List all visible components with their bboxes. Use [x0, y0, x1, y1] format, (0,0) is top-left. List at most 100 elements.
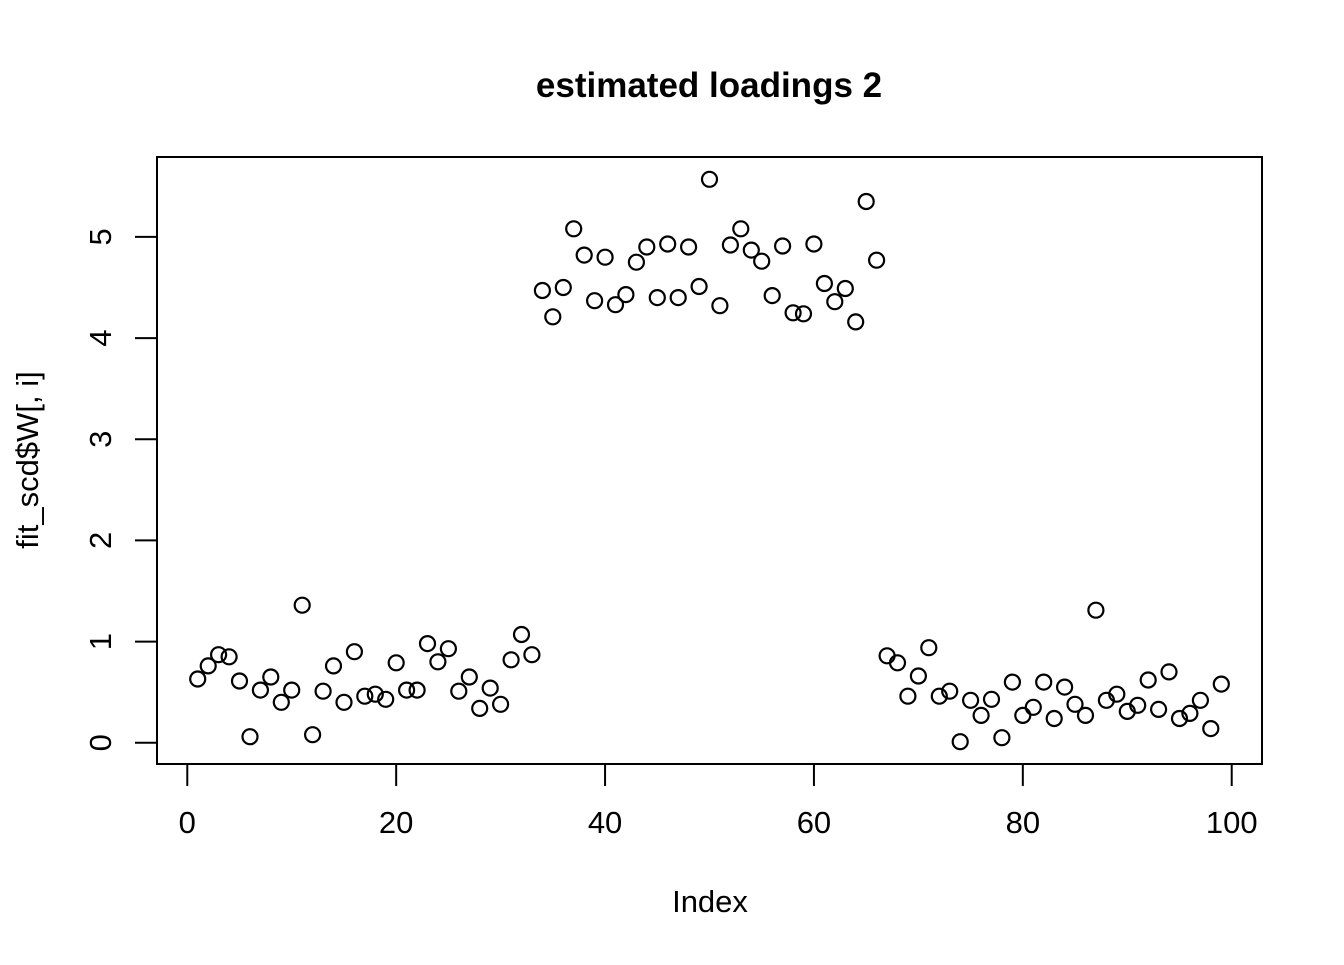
data-point [1014, 706, 1032, 725]
data-point [773, 237, 792, 255]
data-point [951, 733, 969, 751]
data-point [575, 246, 593, 264]
data-point [1066, 695, 1084, 713]
data-point [732, 220, 750, 238]
data-point [1170, 709, 1189, 728]
data-point [471, 699, 489, 718]
x-tick-label: 80 [1006, 805, 1040, 840]
data-point [241, 728, 259, 746]
data-point [993, 729, 1011, 747]
data-point [1191, 691, 1210, 709]
data-point [669, 289, 687, 307]
data-point [648, 289, 666, 307]
data-point [920, 639, 938, 657]
data-point [606, 296, 625, 314]
x-tick-label: 40 [588, 805, 622, 840]
data-point [304, 726, 322, 744]
data-point [794, 305, 813, 323]
data-point [982, 690, 1001, 708]
x-tick-label: 20 [379, 805, 413, 840]
data-point [512, 625, 531, 644]
data-point [711, 297, 729, 315]
x-tick-label: 100 [1206, 805, 1258, 840]
data-point [1003, 673, 1022, 691]
y-axis-ticks: 0 1 2 3 4 5 [83, 228, 157, 751]
data-point [836, 279, 854, 298]
data-point [805, 235, 823, 253]
data-point [356, 687, 374, 705]
data-point [324, 657, 343, 675]
data-point [638, 238, 656, 256]
data-point [1024, 698, 1042, 716]
data-point [930, 687, 948, 705]
data-point [617, 286, 635, 304]
data-point [700, 170, 719, 188]
data-point [1055, 678, 1074, 696]
data-point [1035, 673, 1053, 691]
data-point [784, 304, 802, 322]
x-tick-label: 60 [797, 805, 831, 840]
data-point [596, 248, 614, 266]
data-point [418, 634, 437, 653]
data-point [679, 238, 698, 256]
data-point [429, 653, 447, 671]
data-point [189, 670, 207, 688]
data-point [335, 693, 353, 711]
data-point [826, 293, 844, 311]
data-point [763, 287, 781, 305]
data-point [1108, 685, 1126, 703]
data-point [439, 640, 457, 658]
data-point [1149, 700, 1168, 719]
data-point [502, 651, 520, 669]
data-point [387, 654, 405, 672]
data-point [1087, 601, 1105, 619]
data-point [544, 308, 562, 326]
data-point [1202, 719, 1220, 738]
y-tick-label: 4 [83, 329, 118, 346]
data-point [857, 192, 875, 211]
data-point [230, 672, 249, 690]
x-axis-ticks: 0 20 40 60 80 100 [179, 764, 1258, 840]
data-point [210, 646, 228, 664]
data-point [909, 667, 928, 685]
data-point [815, 274, 834, 293]
data-point [450, 682, 468, 700]
data-point [460, 668, 478, 686]
data-point [888, 654, 907, 672]
data-point [314, 682, 332, 700]
x-tick-label: 0 [179, 805, 196, 840]
data-point [554, 278, 572, 297]
data-point [1076, 706, 1095, 725]
data-point [523, 646, 541, 664]
y-tick-label: 0 [83, 734, 118, 751]
plot-title: estimated loadings 2 [536, 66, 882, 105]
x-axis-label: Index [672, 884, 748, 919]
data-point [492, 695, 510, 713]
data-point [878, 647, 896, 665]
data-point [961, 691, 980, 709]
data-point [377, 690, 395, 708]
data-point [1129, 696, 1147, 714]
data-points [189, 170, 1230, 751]
plot-box [156, 156, 1263, 765]
data-point [1045, 709, 1063, 728]
data-point [659, 235, 677, 253]
data-point [1212, 675, 1230, 693]
data-point [345, 643, 363, 661]
y-tick-label: 3 [83, 431, 118, 448]
data-point [690, 277, 708, 296]
data-point [1139, 671, 1157, 689]
data-point [262, 668, 280, 686]
data-point [753, 252, 771, 270]
data-point [627, 253, 646, 271]
data-point [293, 596, 311, 614]
data-point [1181, 704, 1199, 723]
y-tick-label: 1 [83, 633, 118, 650]
y-tick-label: 5 [83, 228, 118, 245]
data-point [481, 679, 499, 697]
data-point [1160, 663, 1178, 681]
data-point [847, 313, 865, 331]
y-tick-label: 2 [83, 532, 118, 549]
